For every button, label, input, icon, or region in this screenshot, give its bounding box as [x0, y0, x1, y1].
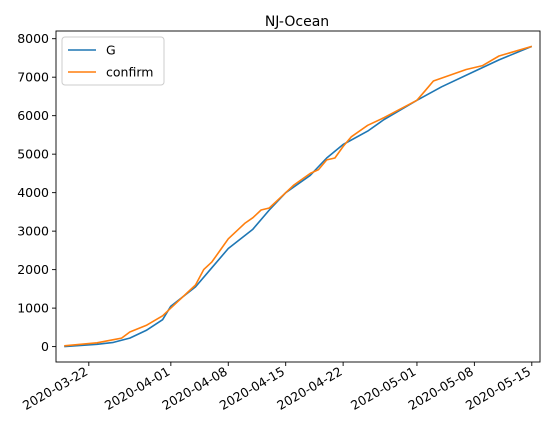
series-lines — [64, 45, 533, 348]
chart-title: NJ-Ocean — [265, 14, 329, 30]
y-tick-label: 3000 — [17, 224, 49, 239]
y-tick-label: 1000 — [17, 301, 49, 316]
x-tick-label: 2020-05-15 — [463, 364, 533, 413]
y-tick-label: 0 — [41, 339, 49, 354]
y-tick-label: 2000 — [17, 262, 49, 277]
y-tick-label: 6000 — [17, 108, 49, 123]
series-line-confirm — [64, 45, 533, 347]
y-tick-label: 7000 — [17, 70, 49, 85]
x-axis-ticks: 2020-03-22 2020-04-012020-04-082020-04-15… — [20, 362, 533, 413]
y-tick-label: 8000 — [17, 31, 49, 46]
x-tick-label: 2020-04-22 — [274, 364, 344, 413]
legend-label-confirm: confirm — [106, 65, 153, 80]
y-tick-label: 4000 — [17, 185, 49, 200]
plot-area — [55, 30, 541, 363]
y-tick-label: 5000 — [17, 147, 49, 162]
y-axis-ticks: 0 1000 2000 3000 4000 5000 6000 7000 8000 — [17, 31, 56, 354]
x-tick-label: 2020-03-22 — [20, 364, 90, 413]
legend-label-G: G — [106, 43, 116, 58]
series-line-G — [64, 45, 533, 348]
legend-box — [61, 36, 165, 86]
